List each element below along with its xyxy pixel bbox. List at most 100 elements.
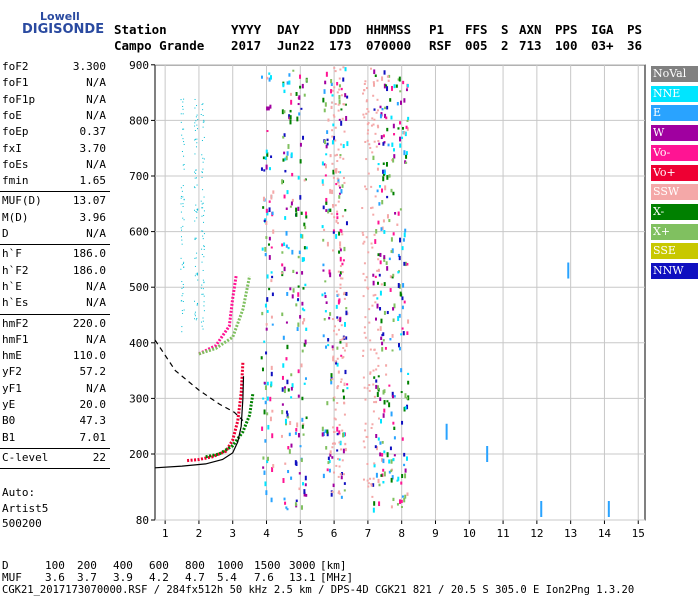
ssw-point bbox=[373, 348, 376, 351]
noise-point bbox=[344, 208, 347, 212]
param-row: D N/A bbox=[2, 227, 106, 243]
ssw-point bbox=[343, 291, 346, 294]
noise-point bbox=[266, 76, 269, 80]
noise-point bbox=[337, 370, 340, 374]
noise-point bbox=[323, 163, 326, 166]
ssw-point bbox=[369, 372, 372, 375]
noise-point bbox=[325, 153, 328, 156]
noise-point bbox=[338, 95, 341, 100]
noise-point bbox=[286, 291, 289, 296]
ssw-point bbox=[331, 129, 334, 132]
noise-point bbox=[342, 389, 345, 393]
noise-point bbox=[403, 98, 406, 103]
noise-point bbox=[289, 205, 292, 208]
noise-point bbox=[396, 223, 399, 226]
lowfreq-point bbox=[182, 217, 184, 219]
noise-point bbox=[284, 216, 287, 220]
noise-point bbox=[326, 468, 329, 472]
ssw-point bbox=[364, 140, 367, 143]
ssw-point bbox=[338, 492, 341, 495]
ssw-point bbox=[363, 240, 366, 243]
ssw-point bbox=[337, 457, 340, 460]
ssw-point bbox=[366, 139, 369, 142]
ssw-point bbox=[369, 477, 372, 480]
noise-point bbox=[345, 342, 348, 348]
noise-point bbox=[283, 194, 286, 199]
param-value: N/A bbox=[86, 76, 106, 90]
noise-point bbox=[302, 423, 305, 426]
noise-point bbox=[271, 409, 274, 413]
noise-point bbox=[399, 208, 402, 211]
param-key: B1 bbox=[2, 430, 16, 444]
noise-point bbox=[260, 167, 263, 171]
noise-point bbox=[297, 206, 300, 211]
lowfreq-point bbox=[203, 119, 205, 121]
noise-point bbox=[268, 207, 271, 213]
ssw-point bbox=[367, 251, 370, 254]
noise-point bbox=[336, 216, 339, 220]
noise-point bbox=[281, 263, 284, 267]
lowfreq-point bbox=[182, 283, 184, 285]
noise-point bbox=[391, 248, 394, 254]
noise-point bbox=[325, 446, 328, 450]
noise-point bbox=[380, 336, 383, 341]
noise-point bbox=[285, 230, 288, 236]
noise-point bbox=[380, 283, 383, 286]
noise-point bbox=[400, 368, 403, 373]
lowfreq-point bbox=[183, 261, 185, 263]
noise-point bbox=[390, 505, 393, 509]
noise-point bbox=[344, 93, 347, 98]
noise-point bbox=[406, 84, 409, 88]
noise-point bbox=[303, 93, 306, 97]
lowfreq-point bbox=[195, 138, 197, 140]
noise-point bbox=[379, 114, 382, 119]
noise-point bbox=[322, 238, 325, 242]
ssw-point bbox=[341, 429, 344, 432]
noise-point bbox=[282, 478, 285, 483]
noise-point bbox=[397, 476, 400, 481]
ssw-point bbox=[336, 222, 339, 225]
ssw-point bbox=[332, 355, 335, 358]
lowfreq-point bbox=[195, 237, 197, 239]
ssw-point bbox=[364, 398, 367, 401]
noise-point bbox=[386, 105, 389, 110]
noise-point bbox=[324, 80, 327, 85]
ssw-point bbox=[362, 376, 365, 379]
noise-point bbox=[305, 416, 308, 420]
noise-point bbox=[401, 246, 404, 251]
noise-point bbox=[376, 189, 379, 193]
lowfreq-point bbox=[202, 235, 204, 237]
lowfreq-point bbox=[195, 120, 197, 122]
ssw-point bbox=[366, 286, 369, 289]
noise-point bbox=[399, 291, 402, 297]
y-tick-label: 80 bbox=[136, 514, 149, 527]
ssw-point bbox=[365, 236, 368, 239]
lowfreq-point bbox=[201, 207, 203, 209]
noise-point bbox=[339, 241, 342, 247]
noise-point bbox=[288, 116, 291, 120]
noise-point bbox=[407, 372, 410, 376]
noise-point bbox=[295, 207, 298, 212]
noise-point bbox=[339, 248, 342, 252]
ssw-point bbox=[375, 352, 378, 355]
noise-point bbox=[267, 106, 270, 111]
lowfreq-point bbox=[201, 215, 203, 217]
noise-point bbox=[271, 292, 274, 297]
ssw-point bbox=[333, 66, 336, 69]
muf-value: 5.4 bbox=[217, 571, 237, 584]
noise-point bbox=[296, 422, 299, 428]
noise-point bbox=[380, 135, 383, 140]
noise-point bbox=[405, 125, 408, 129]
lowfreq-point bbox=[194, 238, 196, 240]
ssw-point bbox=[372, 294, 375, 297]
noise-point bbox=[262, 206, 265, 209]
ssw-point bbox=[335, 168, 338, 171]
noise-point bbox=[332, 123, 335, 127]
ssw-point bbox=[342, 473, 345, 476]
noise-point bbox=[375, 434, 378, 439]
noise-point bbox=[393, 454, 396, 457]
noise-point bbox=[297, 298, 300, 301]
ssw-point bbox=[339, 287, 342, 290]
noise-point bbox=[281, 403, 284, 406]
noise-point bbox=[382, 173, 385, 177]
